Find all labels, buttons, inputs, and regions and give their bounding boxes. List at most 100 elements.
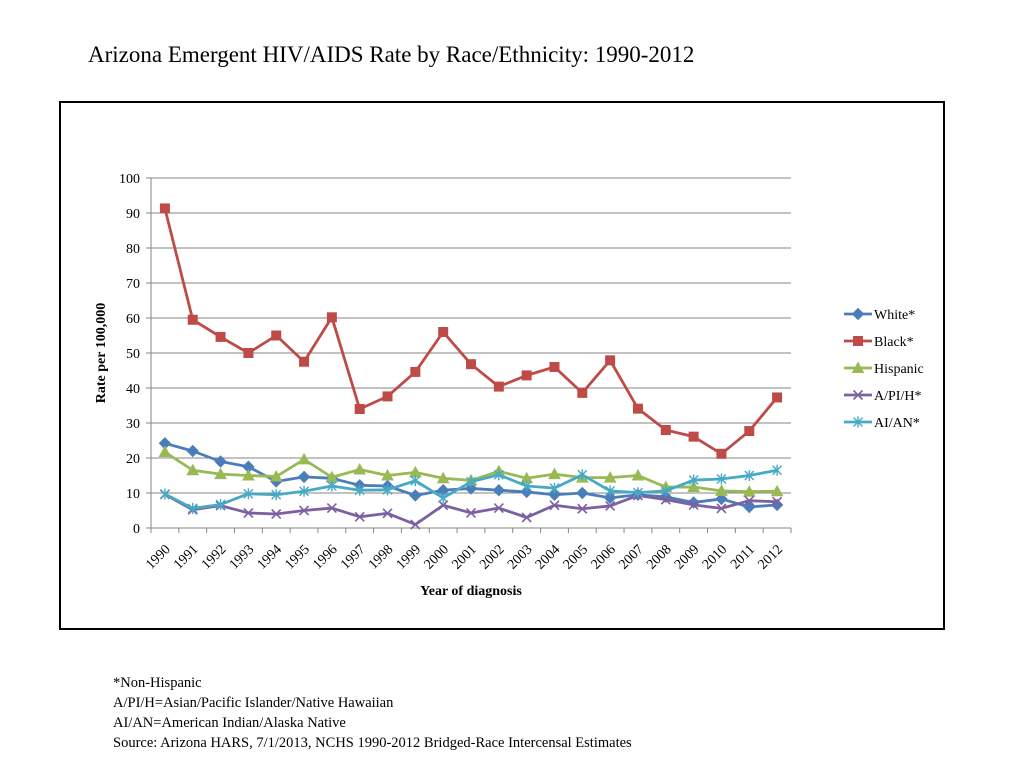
x-axis-label: Year of diagnosis	[420, 584, 522, 599]
data-point-black	[187, 314, 198, 325]
footnote-source: Source: Arizona HARS, 7/1/2013, NCHS 199…	[113, 735, 632, 751]
page-title: Arizona Emergent HIV/AIDS Rate by Race/E…	[88, 42, 695, 67]
data-point-ai-an	[382, 484, 393, 496]
data-point-hispanic	[603, 471, 617, 483]
data-point-ai-an	[521, 480, 532, 492]
data-point-ai-an	[243, 488, 254, 500]
data-point-black	[410, 366, 421, 377]
data-point-ai-an	[660, 485, 671, 497]
y-tick-label: 20	[126, 452, 140, 467]
data-point-black	[772, 392, 783, 403]
data-point-a-pi-h	[605, 500, 616, 512]
data-point-black	[577, 387, 588, 398]
data-point-ai-an	[215, 499, 226, 511]
y-tick-label: 70	[126, 277, 140, 292]
data-point-a-pi-h	[549, 500, 560, 511]
x-tick-label: 1999	[394, 542, 424, 572]
data-point-black	[382, 391, 393, 402]
data-point-ai-an	[744, 470, 755, 481]
x-tick-label: 2009	[672, 542, 702, 572]
data-point-black	[605, 355, 616, 366]
data-point-ai-an	[354, 484, 365, 496]
y-tick-label: 40	[126, 382, 140, 397]
data-point-black	[632, 403, 643, 414]
legend-label-black: Black*	[874, 335, 914, 350]
data-point-black	[521, 370, 532, 381]
y-tick-label: 30	[126, 417, 140, 432]
data-point-black	[354, 404, 365, 414]
x-tick-label: 1996	[310, 542, 340, 572]
data-point-ai-an	[605, 485, 616, 497]
data-point-hispanic	[269, 470, 283, 482]
data-point-hispanic	[548, 467, 561, 480]
y-tick-label: 50	[126, 347, 140, 362]
legend-label-a-pi-h: A/PI/H*	[874, 389, 921, 404]
y-axis-label: Rate per 100,000	[94, 303, 109, 403]
data-point-white	[297, 470, 311, 484]
data-point-ai-an	[410, 475, 421, 487]
x-tick-label: 2005	[561, 542, 591, 572]
data-point-hispanic	[297, 452, 311, 465]
data-point-ai-an	[772, 464, 783, 476]
legend-marker-black	[853, 336, 863, 346]
data-point-black	[271, 330, 282, 341]
data-point-white	[576, 486, 589, 500]
data-point-a-pi-h	[271, 508, 282, 520]
legend-marker-ai-an	[853, 416, 863, 428]
data-point-black	[466, 359, 476, 370]
data-point-white	[548, 488, 561, 501]
data-point-white	[603, 491, 617, 505]
data-point-hispanic	[631, 468, 645, 481]
x-tick-label: 1991	[171, 542, 201, 572]
x-tick-label: 2006	[589, 542, 619, 572]
data-point-ai-an	[577, 469, 588, 481]
data-point-black	[688, 431, 699, 442]
footnotes: *Non-Hispanic A/PI/H=Asian/Pacific Islan…	[113, 673, 632, 753]
data-point-black	[660, 425, 671, 435]
data-point-hispanic	[353, 463, 367, 475]
data-point-black	[716, 448, 727, 459]
data-point-ai-an	[716, 473, 727, 485]
data-point-ai-an	[493, 469, 504, 481]
data-point-hispanic	[715, 484, 728, 496]
x-tick-label: 1994	[255, 542, 285, 572]
data-point-hispanic	[770, 484, 784, 497]
x-tick-label: 2012	[756, 542, 786, 572]
x-tick-label: 2002	[477, 542, 507, 572]
y-tick-label: 80	[126, 242, 140, 257]
data-point-a-pi-h	[521, 512, 532, 523]
data-point-ai-an	[466, 476, 476, 488]
data-point-hispanic	[436, 471, 450, 484]
x-tick-label: 1993	[227, 542, 257, 572]
data-point-ai-an	[438, 492, 449, 504]
x-tick-label: 2008	[644, 542, 674, 572]
data-point-a-pi-h	[493, 502, 504, 514]
data-point-ai-an	[271, 489, 282, 501]
data-point-hispanic	[242, 468, 255, 481]
data-point-ai-an	[549, 482, 560, 494]
x-tick-label: 2011	[728, 542, 758, 572]
chart-frame: 0 10 20 30 40 50 60 70 80 90 100 1990 1991 1992 1993 19…	[59, 101, 945, 630]
data-point-black	[159, 203, 170, 214]
footnote-non-hispanic: *Non-Hispanic	[113, 675, 202, 691]
data-point-white	[464, 482, 478, 495]
data-point-a-pi-h	[688, 499, 699, 510]
x-tick-label: 2001	[449, 542, 479, 572]
data-point-black	[744, 426, 755, 437]
legend-marker-a-pi-h	[852, 389, 864, 401]
data-point-white	[715, 492, 728, 506]
legend-marker-hispanic	[851, 361, 865, 373]
x-tick-label: 2007	[616, 542, 646, 572]
y-tick-label: 60	[126, 312, 140, 327]
data-point-ai-an	[688, 474, 699, 486]
y-tick-label: 90	[126, 207, 140, 222]
data-point-a-pi-h	[298, 505, 310, 516]
series-line-a-pi-h	[164, 493, 778, 526]
x-tick-label: 2010	[700, 542, 730, 572]
x-tick-label: 1995	[282, 542, 312, 572]
data-point-a-pi-h	[772, 496, 783, 507]
data-point-white	[214, 455, 227, 468]
data-point-ai-an	[159, 488, 170, 500]
data-point-hispanic	[381, 468, 394, 481]
legend-label-white: White*	[874, 308, 915, 323]
